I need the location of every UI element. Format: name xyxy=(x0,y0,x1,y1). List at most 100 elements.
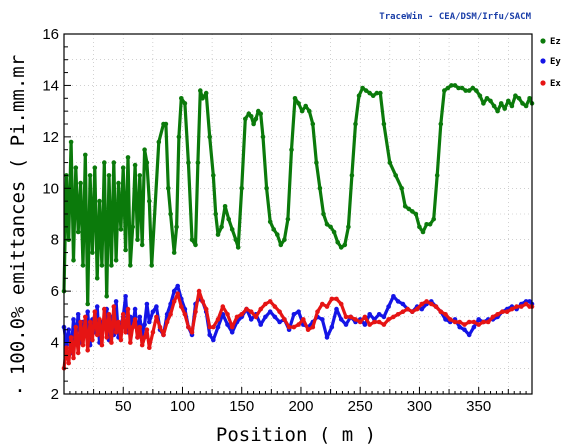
data-point-ey xyxy=(362,322,368,327)
data-point-ey xyxy=(132,306,138,312)
data-point-ey xyxy=(386,304,391,309)
data-point-ez xyxy=(275,232,280,237)
data-point-ez xyxy=(80,263,86,268)
legend-label-ex: Ex xyxy=(550,79,561,89)
x-axis-label: Position ( m ) xyxy=(216,424,376,445)
y-tick-label: 14 xyxy=(42,77,59,94)
data-point-ez xyxy=(477,93,483,98)
data-point-ey xyxy=(296,309,301,315)
data-point-ex xyxy=(239,312,244,317)
data-point-ez xyxy=(399,186,405,191)
data-point-ey xyxy=(113,299,119,304)
data-point-ey xyxy=(207,332,212,338)
data-point-ex xyxy=(118,337,124,343)
data-point-ex xyxy=(116,319,121,325)
data-point-ex xyxy=(291,324,297,330)
data-point-ez xyxy=(271,227,277,232)
data-point-ex xyxy=(111,304,117,309)
data-point-ex xyxy=(113,330,119,335)
y-tick-label: 4 xyxy=(51,335,59,352)
data-point-ez xyxy=(285,216,291,222)
data-point-ex xyxy=(438,309,444,315)
data-point-ex xyxy=(78,319,83,325)
data-point-ey xyxy=(462,327,467,333)
series-ez xyxy=(61,83,535,307)
data-point-ex xyxy=(272,304,278,309)
data-point-ey xyxy=(137,314,143,320)
data-point-ez xyxy=(219,224,224,230)
data-point-ex xyxy=(248,309,254,315)
data-point-ez xyxy=(168,211,173,217)
data-point-ez xyxy=(456,85,461,91)
data-point-ez xyxy=(132,162,138,168)
data-point-ex xyxy=(132,317,138,322)
x-axis-ticks: 50 100 150 200 250 300 350 xyxy=(69,387,527,415)
data-point-ez xyxy=(402,204,408,209)
data-point-ex xyxy=(71,355,76,361)
y-tick-label: 10 xyxy=(42,180,59,197)
data-point-ex xyxy=(500,309,505,315)
data-point-ex xyxy=(391,314,396,320)
data-point-ey xyxy=(267,309,273,315)
data-point-ex xyxy=(123,330,128,335)
x-tick-label: 150 xyxy=(229,398,254,415)
data-point-ez xyxy=(520,101,525,106)
data-point-ez xyxy=(506,98,511,104)
data-point-ex xyxy=(504,309,510,315)
data-point-ez xyxy=(118,227,124,232)
data-point-ex xyxy=(92,309,98,315)
data-point-ez xyxy=(378,90,383,96)
data-point-ey xyxy=(476,317,482,322)
data-point-ez xyxy=(342,242,348,248)
data-point-ey xyxy=(291,312,297,317)
data-point-ex xyxy=(447,317,453,322)
data-point-ez xyxy=(104,294,109,299)
data-point-ex xyxy=(490,314,496,320)
data-point-ez xyxy=(349,173,355,178)
data-point-ez xyxy=(289,147,294,152)
data-point-ex xyxy=(203,306,209,312)
x-tick-label: 250 xyxy=(348,398,373,415)
data-point-ey xyxy=(215,324,221,330)
data-point-ex xyxy=(514,304,519,309)
data-point-ez xyxy=(215,232,221,237)
data-point-ex xyxy=(139,342,145,348)
data-point-ex xyxy=(99,342,105,348)
data-point-ex xyxy=(267,299,273,304)
data-point-ex xyxy=(130,324,135,330)
data-point-ez xyxy=(211,173,216,178)
data-point-ex xyxy=(75,350,81,356)
data-point-ex xyxy=(343,314,349,320)
data-point-ez xyxy=(83,152,88,158)
data-point-ex xyxy=(171,299,177,304)
data-point-ex xyxy=(94,332,100,338)
data-point-ey xyxy=(171,288,177,294)
data-point-ez xyxy=(353,121,358,127)
data-point-ex xyxy=(147,345,152,351)
data-point-ez xyxy=(264,186,269,191)
data-point-ex xyxy=(372,319,377,325)
data-point-ez xyxy=(149,263,154,268)
data-point-ez xyxy=(459,85,465,91)
data-point-ez xyxy=(116,180,121,186)
data-point-ex xyxy=(182,312,188,317)
data-point-ez xyxy=(317,186,323,191)
data-point-ez xyxy=(310,121,316,127)
data-point-ex xyxy=(83,314,88,320)
data-point-ez xyxy=(498,101,504,106)
data-point-ez xyxy=(484,96,490,101)
data-point-ez xyxy=(213,211,218,217)
data-point-ez xyxy=(331,229,337,235)
data-point-ex xyxy=(106,312,112,317)
data-point-ex xyxy=(80,342,86,348)
data-point-ez xyxy=(73,165,79,170)
data-point-ex xyxy=(109,340,114,345)
data-point-ez xyxy=(200,96,205,101)
data-point-ex xyxy=(125,306,131,312)
data-point-ez xyxy=(363,88,369,93)
legend-marker-ey xyxy=(540,58,546,64)
data-point-ez xyxy=(491,103,497,109)
data-point-ey xyxy=(123,294,128,299)
data-point-ex xyxy=(334,296,339,302)
data-point-ez xyxy=(335,240,341,245)
